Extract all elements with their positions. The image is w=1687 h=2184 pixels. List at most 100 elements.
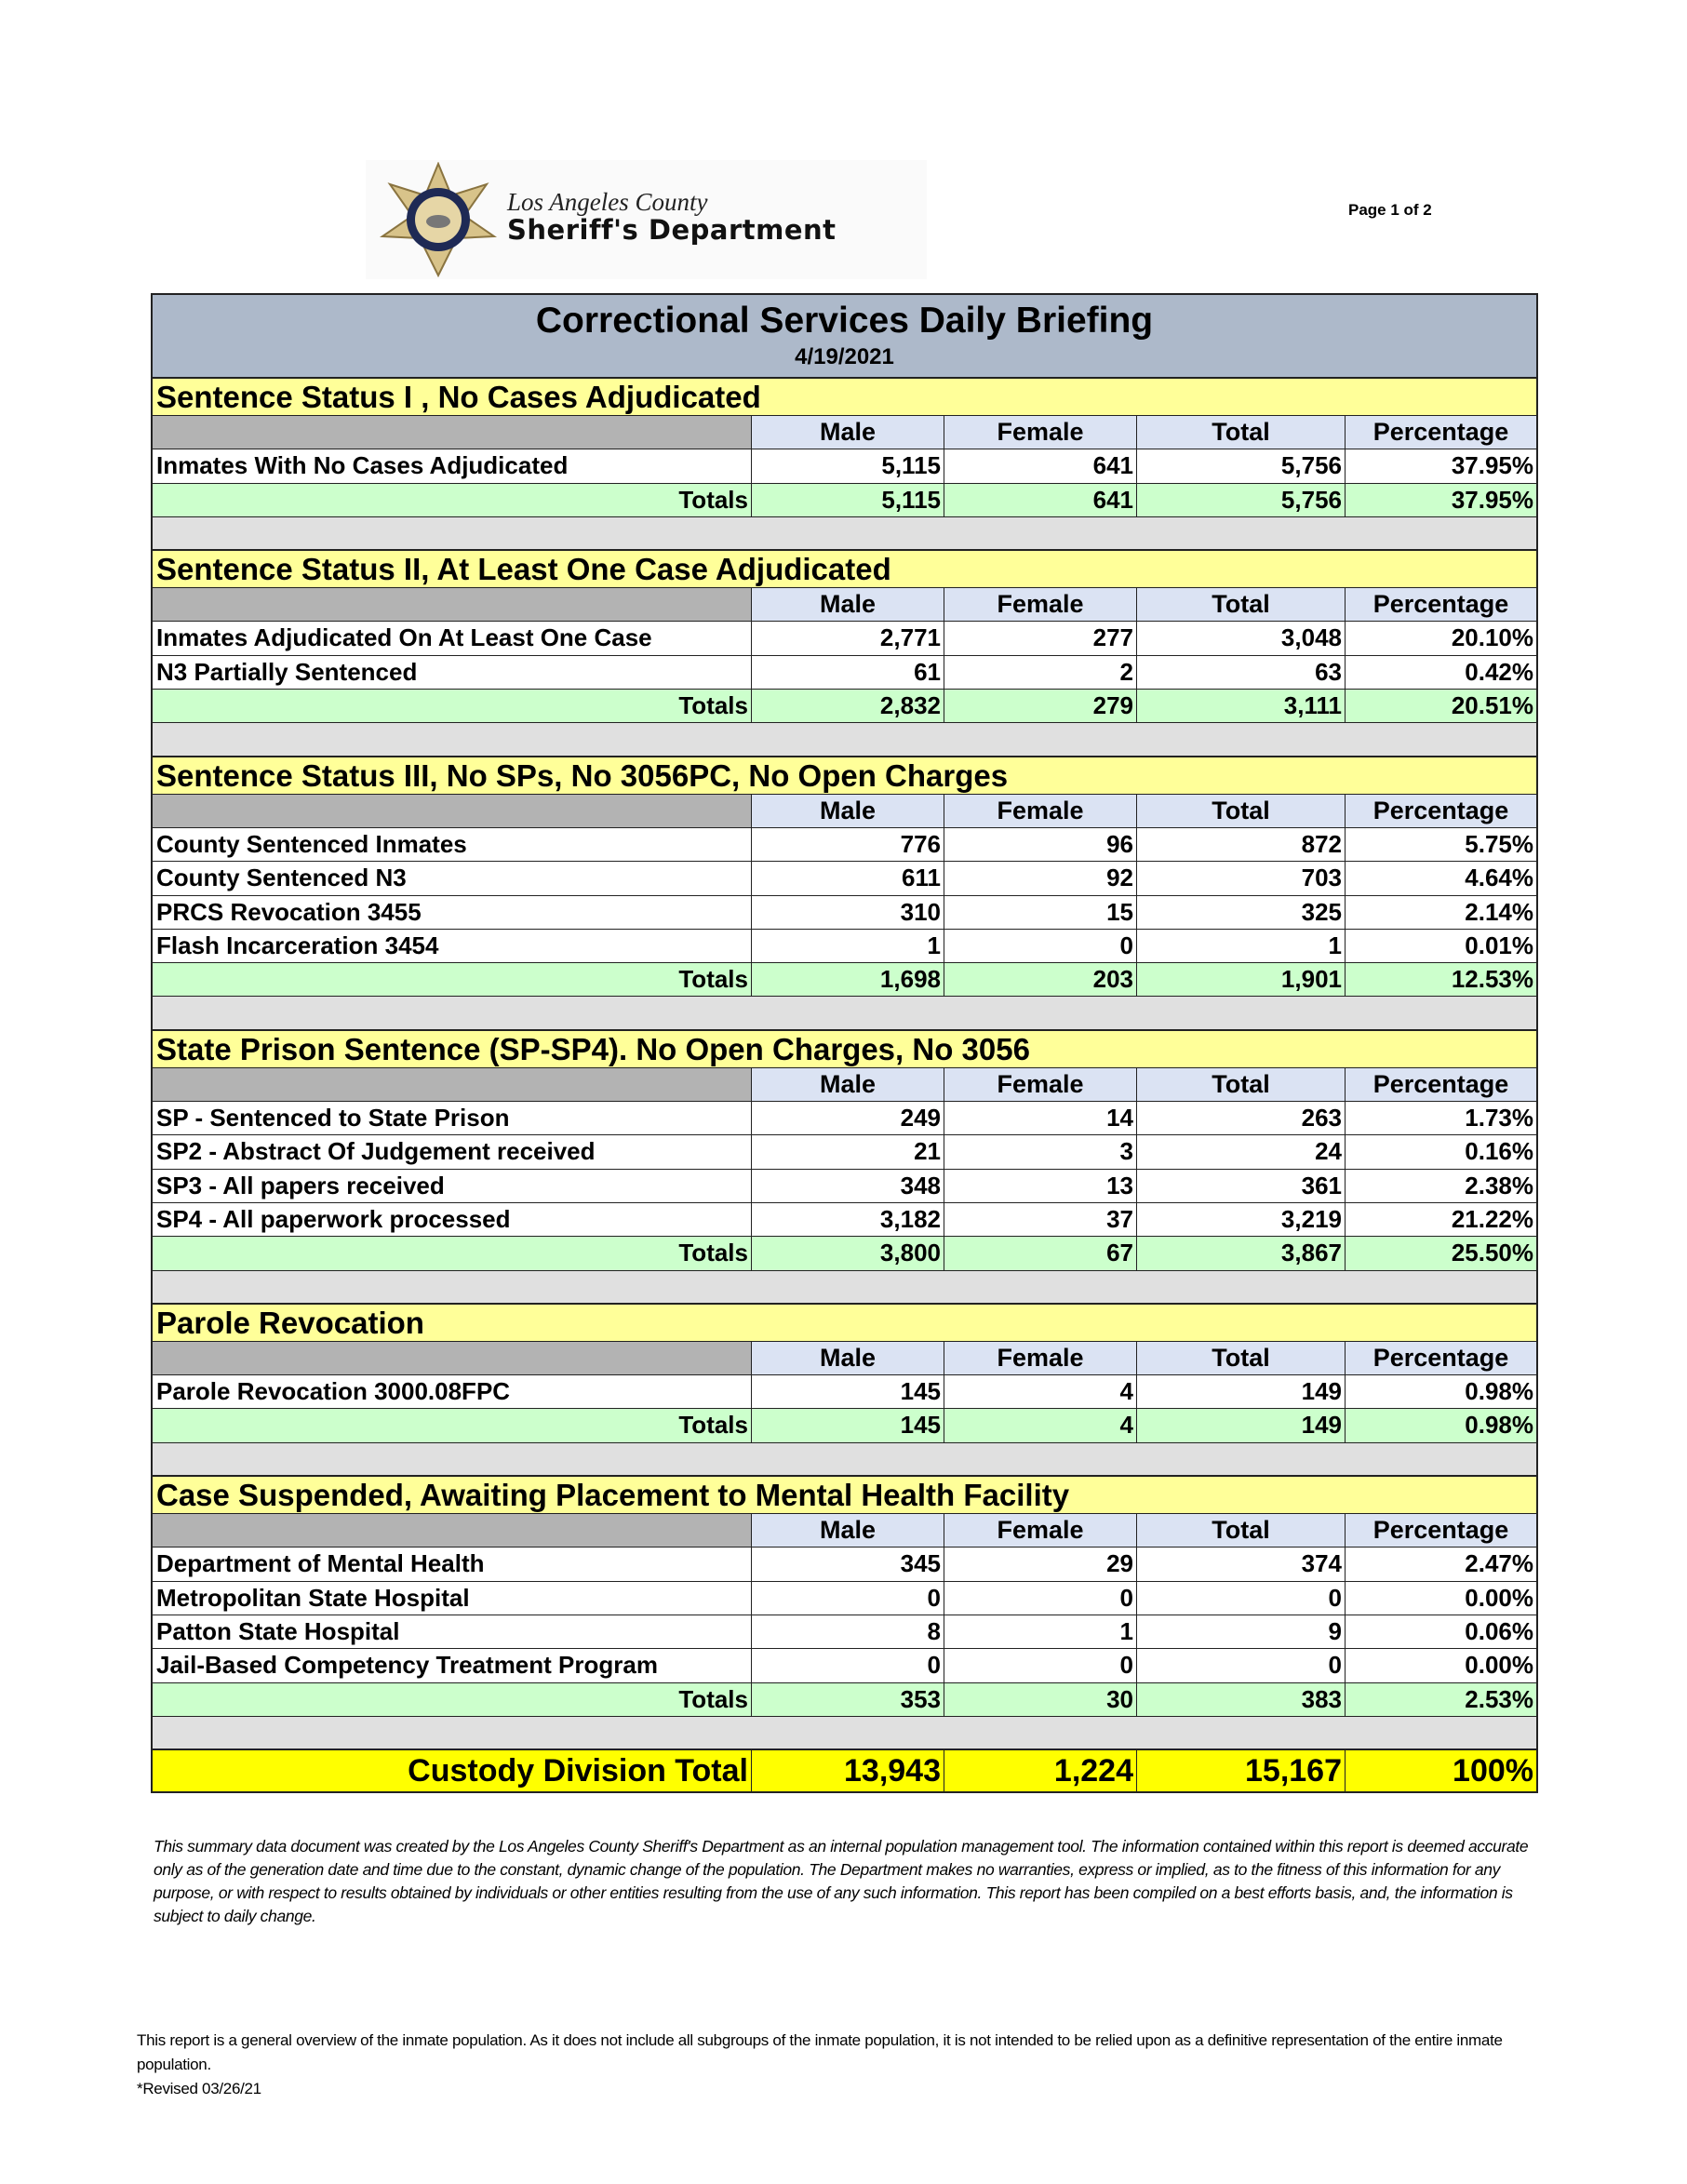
table-row: Parole Revocation 3000.08FPC 145 4 149 0.98% <box>153 1375 1536 1410</box>
column-header-blank <box>153 588 752 622</box>
column-header-male: Male <box>752 1067 944 1102</box>
column-header-total: Total <box>1137 1514 1346 1548</box>
totals-percentage: 25.50% <box>1346 1237 1536 1270</box>
cell-female: 3 <box>944 1135 1137 1169</box>
cell-male: 611 <box>752 862 944 895</box>
totals-male: 1,698 <box>752 963 944 997</box>
table-row: SP2 - Abstract Of Judgement received 21 3 2… <box>153 1135 1536 1170</box>
section-0: Sentence Status I , No Cases Adjudicated… <box>153 379 1536 552</box>
column-header-percentage: Percentage <box>1346 794 1536 827</box>
table-row: County Sentenced N3 611 92 703 4.64% <box>153 862 1536 896</box>
column-header-male: Male <box>752 416 944 449</box>
row-label: Parole Revocation 3000.08FPC <box>153 1375 752 1409</box>
page-number: Page 1 of 2 <box>1348 201 1432 219</box>
spacer-row <box>153 516 1536 552</box>
table-row: Inmates With No Cases Adjudicated 5,115 64… <box>153 449 1536 484</box>
cell-male: 249 <box>752 1102 944 1135</box>
cell-female: 277 <box>944 622 1137 655</box>
table-row: Metropolitan State Hospital 0 0 0 0.00% <box>153 1581 1536 1615</box>
column-header-male: Male <box>752 794 944 827</box>
cell-percentage: 0.01% <box>1465 931 1533 959</box>
column-header-male: Male <box>752 1514 944 1548</box>
spacer-row <box>153 723 1536 757</box>
row-label: SP3 - All papers received <box>153 1169 752 1202</box>
cell-percentage: 4.64% <box>1465 864 1533 892</box>
column-header-percentage: Percentage <box>1346 1067 1536 1102</box>
cell-female: 641 <box>944 449 1137 483</box>
table-row: Jail-Based Competency Treatment Program 0… <box>153 1649 1536 1683</box>
section-title: State Prison Sentence (SP-SP4). No Open … <box>153 1030 1536 1068</box>
cell-male: 0 <box>752 1649 944 1682</box>
totals-female: 67 <box>944 1237 1137 1270</box>
cell-percentage: 5.75% <box>1465 829 1533 858</box>
section-3: State Prison Sentence (SP-SP4). No Open … <box>153 1030 1536 1305</box>
cell-percentage: 21.22% <box>1451 1204 1533 1233</box>
column-header-row: Male Female Total Percentage <box>153 416 1536 450</box>
cell-total: 63 <box>1137 655 1346 690</box>
totals-label: Totals <box>153 1237 752 1270</box>
cell-total: 361 <box>1137 1169 1346 1202</box>
totals-percentage: 12.53% <box>1346 963 1536 997</box>
totals-row: Totals 145 4 149 0.98% <box>153 1409 1536 1443</box>
totals-row: Totals 3,800 67 3,867 25.50% <box>153 1237 1536 1271</box>
totals-row: Totals 5,115 641 5,756 37.95% <box>153 483 1536 517</box>
row-label: PRCS Revocation 3455 <box>153 895 752 929</box>
totals-female: 4 <box>944 1409 1137 1442</box>
grand-total-male: 13,943 <box>752 1750 944 1792</box>
row-label: County Sentenced N3 <box>153 862 752 895</box>
row-label: Department of Mental Health <box>153 1548 752 1581</box>
column-header-percentage: Percentage <box>1346 1341 1536 1375</box>
spacer-row <box>153 1442 1536 1478</box>
cell-total: 24 <box>1137 1135 1346 1169</box>
cell-total: 0 <box>1137 1649 1346 1682</box>
cell-total: 374 <box>1137 1548 1346 1581</box>
sheriff-star-badge-icon <box>379 162 498 277</box>
disclaimer: This summary data document was created b… <box>154 1837 1529 1925</box>
row-label: Flash Incarceration 3454 <box>153 929 752 963</box>
totals-male: 2,832 <box>752 690 944 723</box>
cell-percentage: 2.47% <box>1465 1549 1533 1578</box>
cell-percentage: 1.73% <box>1465 1104 1533 1132</box>
cell-female: 4 <box>944 1375 1137 1409</box>
cell-percentage: 0.00% <box>1465 1583 1533 1612</box>
cell-total: 3,219 <box>1137 1202 1346 1237</box>
cell-total: 5,756 <box>1137 449 1346 483</box>
cell-percentage: 0.98% <box>1465 1377 1533 1406</box>
totals-female: 641 <box>944 483 1137 516</box>
totals-total: 149 <box>1137 1409 1346 1442</box>
cell-percentage: 0.16% <box>1465 1137 1533 1166</box>
cell-male: 5,115 <box>752 449 944 483</box>
totals-row: Totals 2,832 279 3,111 20.51% <box>153 690 1536 724</box>
cell-total: 263 <box>1137 1102 1346 1135</box>
section-title: Sentence Status III, No SPs, No 3056PC, … <box>153 757 1536 795</box>
totals-male: 5,115 <box>752 483 944 516</box>
table-row: N3 Partially Sentenced 61 2 63 0.42% <box>153 655 1536 690</box>
column-header-total: Total <box>1137 1341 1346 1375</box>
section-title: Sentence Status II, At Least One Case Ad… <box>153 551 1536 589</box>
section-2: Sentence Status III, No SPs, No 3056PC, … <box>153 757 1536 1031</box>
row-label: N3 Partially Sentenced <box>153 655 752 690</box>
cell-total: 3,048 <box>1137 622 1346 655</box>
column-header-male: Male <box>752 1341 944 1375</box>
cell-male: 1 <box>752 929 944 963</box>
column-header-blank <box>153 416 752 449</box>
cell-total: 325 <box>1137 895 1346 929</box>
logo-department-text: Sheriff's Department <box>507 214 837 246</box>
cell-total: 9 <box>1137 1615 1346 1649</box>
column-header-blank <box>153 1067 752 1102</box>
report-title: Correctional Services Daily Briefing <box>535 301 1154 341</box>
section-1: Sentence Status II, At Least One Case Ad… <box>153 551 1536 757</box>
cell-male: 776 <box>752 827 944 862</box>
table-row: County Sentenced Inmates 776 96 872 5.75% <box>153 827 1536 863</box>
cell-male: 348 <box>752 1169 944 1202</box>
cell-female: 14 <box>944 1102 1137 1135</box>
totals-male: 145 <box>752 1409 944 1442</box>
column-header-total: Total <box>1137 588 1346 622</box>
column-header-row: Male Female Total Percentage <box>153 1067 1536 1103</box>
table-row: Inmates Adjudicated On At Least One Case… <box>153 622 1536 656</box>
grand-total-label: Custody Division Total <box>153 1750 752 1792</box>
cell-male: 310 <box>752 895 944 929</box>
cell-male: 61 <box>752 655 944 690</box>
cell-percentage: 37.95% <box>1451 451 1533 480</box>
revised-date: *Revised 03/26/21 <box>137 2080 261 2097</box>
